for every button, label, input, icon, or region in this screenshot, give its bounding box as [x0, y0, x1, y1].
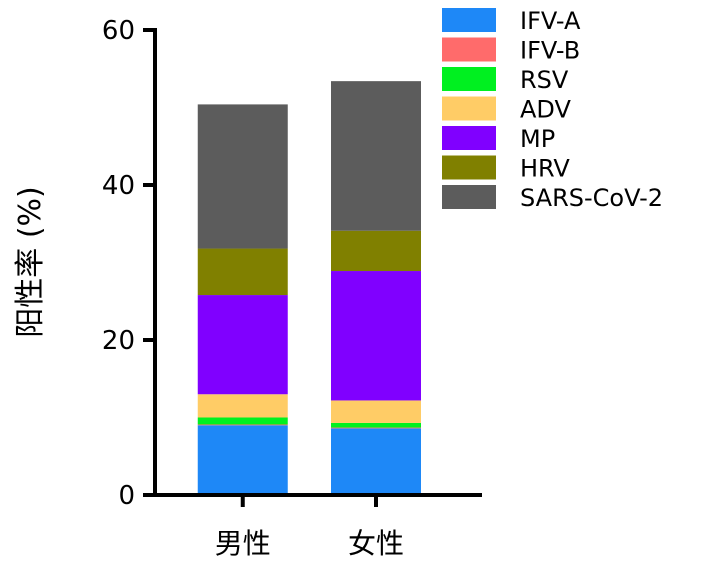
- y-axis-label: 阳性率 (%): [13, 186, 48, 337]
- bar-segment-ifv-b: [331, 427, 421, 429]
- bar-segment-rsv: [197, 417, 288, 425]
- legend-swatch-sars-cov-2: [442, 185, 496, 209]
- bar-segment-hrv: [197, 248, 288, 296]
- bar-segment-mp: [331, 271, 421, 401]
- bar-segment-adv: [331, 400, 421, 423]
- legend-swatch-ifv-a: [442, 8, 496, 32]
- x-category-label: 男性: [215, 527, 271, 560]
- legend-swatch-ifv-b: [442, 37, 496, 62]
- legend-label: IFV-B: [520, 37, 580, 65]
- legend-swatch-hrv: [442, 155, 496, 180]
- legend-label: SARS-CoV-2: [520, 184, 663, 212]
- y-tick-label: 0: [118, 481, 135, 511]
- legend-swatch-rsv: [442, 67, 496, 91]
- x-ticks-group: 男性 女性: [215, 495, 404, 560]
- bar-segment-rsv: [331, 422, 421, 428]
- y-ticks-group: 0 20 40 60: [102, 16, 155, 511]
- bar-segment-mp: [197, 295, 288, 395]
- y-tick-label: 40: [102, 171, 135, 201]
- y-tick-label: 20: [102, 326, 135, 356]
- legend-label: IFV-A: [520, 7, 581, 35]
- legend-label: HRV: [520, 155, 570, 183]
- bars-group: [197, 81, 421, 495]
- legend-swatch-adv: [442, 96, 496, 121]
- y-tick-label: 60: [102, 16, 135, 46]
- bar-segment-hrv: [331, 230, 421, 272]
- axes-group: [153, 28, 482, 497]
- bar-segment-sars-cov-2: [197, 104, 288, 249]
- legend-label: RSV: [520, 66, 569, 94]
- bar-segment-ifv-b: [197, 424, 288, 426]
- bar-segment-sars-cov-2: [331, 81, 421, 231]
- legend-swatch-mp: [442, 126, 496, 150]
- x-category-label: 女性: [348, 527, 404, 560]
- bar-segment-adv: [197, 394, 288, 418]
- bar-segment-ifv-a: [331, 428, 421, 495]
- legend-label: MP: [520, 125, 555, 153]
- legend-label: ADV: [520, 96, 571, 124]
- bar-segment-ifv-a: [197, 425, 288, 495]
